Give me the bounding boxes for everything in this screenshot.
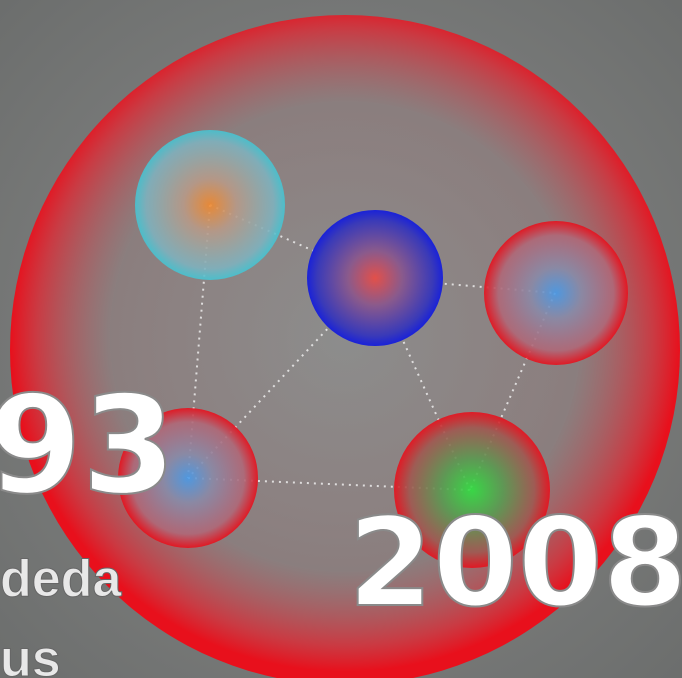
left-text: us — [0, 630, 61, 678]
left-number: 93 — [0, 367, 176, 524]
quark-blue — [307, 210, 443, 346]
scene: 93 2008 deda us — [0, 0, 682, 678]
quark-cyan — [135, 130, 285, 280]
left-text: deda — [0, 550, 122, 608]
quark-red — [484, 221, 628, 365]
right-number: 2008 — [348, 492, 682, 634]
page: 93 2008 deda us (() => { const data = JS… — [0, 0, 682, 678]
